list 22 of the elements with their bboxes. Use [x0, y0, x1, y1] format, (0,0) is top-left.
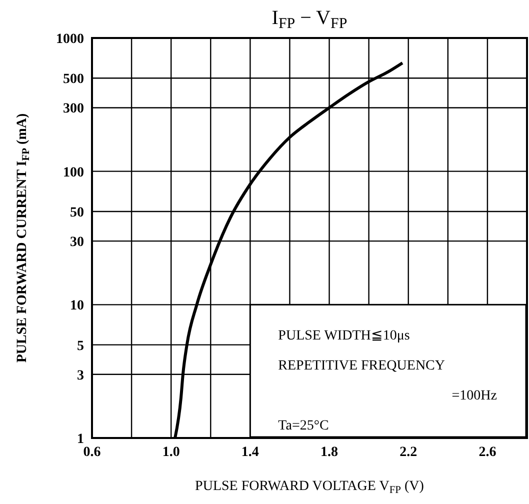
y-tick-label: 100 — [63, 165, 84, 180]
y-tick-label: 1 — [77, 432, 84, 447]
x-tick-label: 2.6 — [478, 444, 496, 460]
x-tick-label: 2.2 — [400, 444, 418, 460]
annotation: REPETITIVE FREQUENCY — [278, 358, 446, 374]
y-tick-label: 300 — [63, 102, 84, 117]
annotation: =100Hz — [452, 388, 497, 404]
annotation: Ta=25°C — [278, 418, 329, 434]
y-tick-label: 5 — [77, 338, 84, 354]
x-tick-label: 1.0 — [162, 444, 180, 460]
x-tick-label: 1.4 — [241, 444, 259, 460]
annotation: PULSE WIDTH≦10μs — [278, 328, 410, 344]
x-axis-title: PULSE FORWARD VOLTAGE V$_{FP}$ (V) — [195, 479, 424, 496]
y-tick-label: 1000 — [56, 32, 84, 47]
x-tick-label: 1.8 — [320, 444, 338, 460]
y-tick-label: 10 — [70, 298, 84, 314]
x-tick-label: 0.6 — [83, 444, 101, 460]
y-tick-label: 500 — [63, 72, 84, 88]
y-tick-label: 30 — [70, 235, 84, 250]
chart-title: I$_{FP}$ − V$_{FP}$ — [272, 7, 348, 32]
y-tick-label: 3 — [77, 368, 84, 384]
y-tick-label: 50 — [70, 205, 84, 220]
